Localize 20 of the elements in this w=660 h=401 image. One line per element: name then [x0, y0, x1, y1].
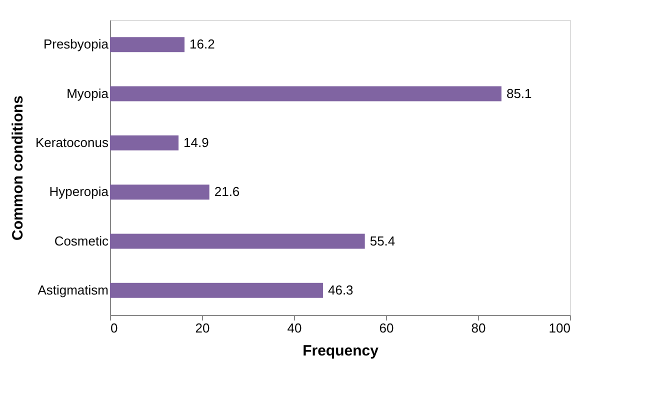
- y-tick-label: Myopia: [66, 86, 110, 101]
- data-label: 16.2: [190, 36, 215, 52]
- y-tick-label: Presbyopia: [43, 36, 110, 52]
- y-tick-label: Cosmetic: [54, 233, 109, 248]
- y-tick-label: Hyperopia: [49, 184, 110, 200]
- x-tick-label: 60: [379, 320, 394, 336]
- data-label: 55.4: [370, 233, 396, 248]
- x-tick-label: 20: [195, 320, 210, 336]
- data-label: 21.6: [214, 184, 240, 200]
- x-tick-label: 0: [110, 320, 118, 336]
- x-axis-title: Frequency: [302, 342, 380, 360]
- data-label: 14.9: [184, 134, 209, 150]
- x-tick-label: 80: [471, 320, 486, 336]
- y-axis-title: Common conditions: [10, 96, 27, 240]
- data-label: 85.1: [506, 86, 532, 101]
- data-label: 46.3: [328, 282, 354, 298]
- y-tick-label: Keratoconus: [36, 134, 109, 150]
- x-tick-label: 40: [287, 320, 302, 336]
- y-tick-label: Astigmatism: [38, 282, 108, 298]
- x-tick-label: 100: [548, 320, 570, 336]
